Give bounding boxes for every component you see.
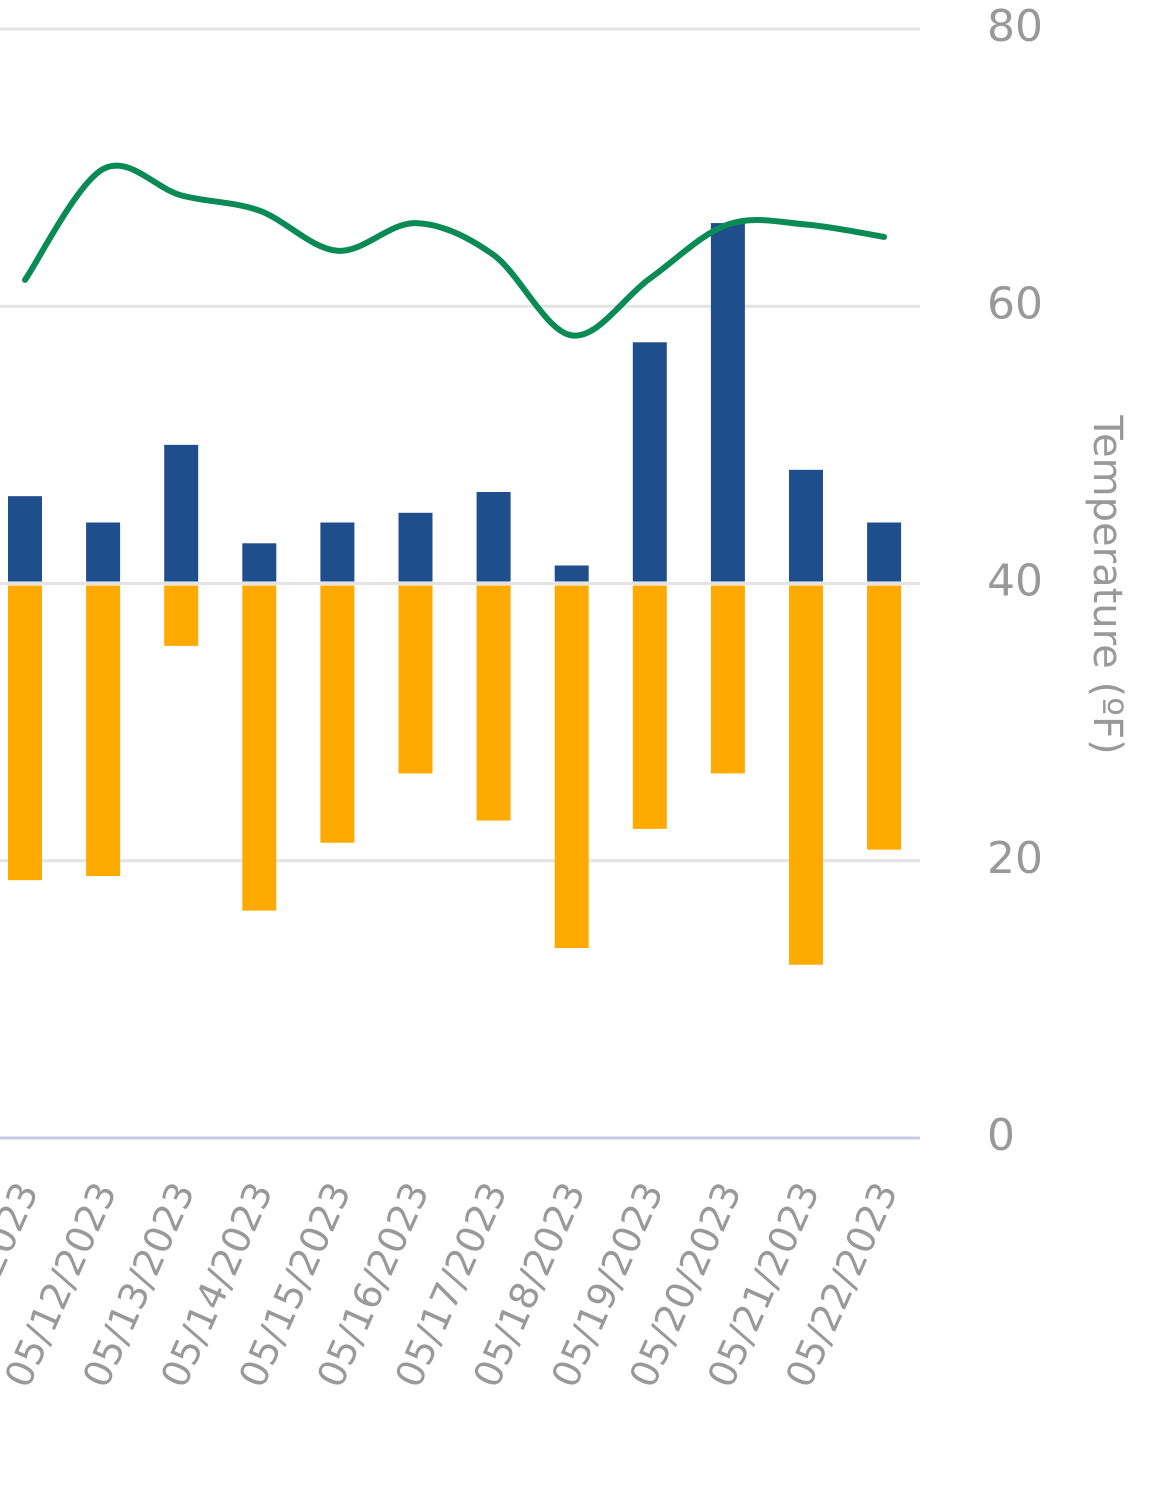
bar [320,585,355,843]
bar [86,522,121,582]
bar [242,543,277,582]
bar [320,522,355,582]
bar [164,444,199,582]
bar [398,585,433,774]
bar [476,585,511,821]
y-tick-label: 40 [987,556,1043,607]
bar [398,512,433,582]
bar [86,585,121,876]
bar [632,585,667,829]
bar [8,496,42,582]
bar [789,585,823,965]
y-tick-label: 60 [987,278,1043,329]
line [22,162,888,339]
y-tick-label: 20 [987,833,1043,884]
bar [710,223,745,582]
bar [554,585,589,949]
bar [867,585,902,850]
bar [8,585,42,881]
y-axis-label: Temperature (ºF) [1084,414,1130,754]
bar [632,342,667,582]
bar [554,565,589,582]
bar [164,585,199,646]
bar [242,585,277,911]
y-tick-label: 80 [987,1,1043,52]
bar [789,469,823,582]
y-tick-label: 0 [987,1110,1015,1161]
bar [710,585,745,774]
bar [476,492,511,582]
bar [867,522,902,582]
